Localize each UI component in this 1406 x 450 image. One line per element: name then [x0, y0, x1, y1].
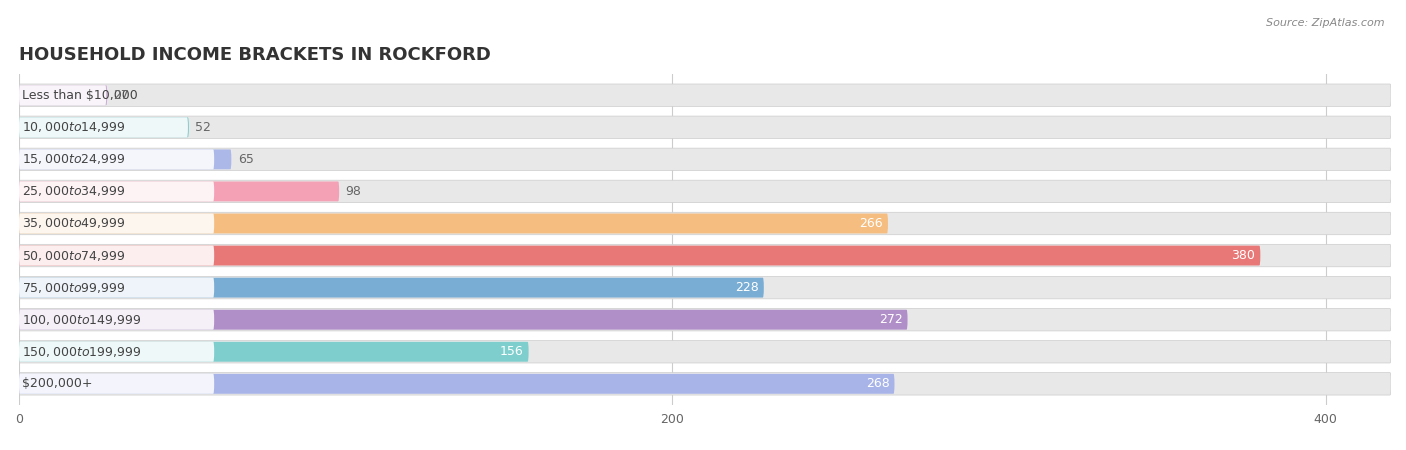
FancyBboxPatch shape [20, 308, 1391, 331]
Text: 268: 268 [866, 377, 890, 390]
FancyBboxPatch shape [20, 86, 107, 105]
Text: $35,000 to $49,999: $35,000 to $49,999 [22, 216, 127, 230]
FancyBboxPatch shape [20, 212, 1391, 235]
FancyBboxPatch shape [20, 214, 214, 234]
Text: $15,000 to $24,999: $15,000 to $24,999 [22, 153, 127, 166]
FancyBboxPatch shape [20, 374, 894, 394]
Text: 65: 65 [238, 153, 253, 166]
FancyBboxPatch shape [20, 117, 188, 137]
Text: 98: 98 [346, 185, 361, 198]
FancyBboxPatch shape [20, 86, 107, 105]
Text: 272: 272 [879, 313, 903, 326]
Text: $75,000 to $99,999: $75,000 to $99,999 [22, 281, 127, 295]
Text: 52: 52 [195, 121, 211, 134]
Text: $10,000 to $14,999: $10,000 to $14,999 [22, 120, 127, 134]
FancyBboxPatch shape [20, 374, 214, 394]
FancyBboxPatch shape [20, 244, 1391, 267]
FancyBboxPatch shape [20, 246, 1260, 266]
Text: 156: 156 [499, 345, 523, 358]
Text: 266: 266 [859, 217, 883, 230]
FancyBboxPatch shape [20, 214, 889, 234]
Text: $200,000+: $200,000+ [22, 377, 93, 390]
FancyBboxPatch shape [20, 310, 214, 330]
FancyBboxPatch shape [20, 148, 1391, 171]
Text: 380: 380 [1232, 249, 1256, 262]
Text: $25,000 to $34,999: $25,000 to $34,999 [22, 184, 127, 198]
FancyBboxPatch shape [20, 278, 763, 297]
Text: HOUSEHOLD INCOME BRACKETS IN ROCKFORD: HOUSEHOLD INCOME BRACKETS IN ROCKFORD [20, 46, 491, 64]
FancyBboxPatch shape [20, 180, 1391, 202]
FancyBboxPatch shape [20, 342, 529, 362]
FancyBboxPatch shape [20, 373, 1391, 395]
Text: $50,000 to $74,999: $50,000 to $74,999 [22, 248, 127, 262]
FancyBboxPatch shape [20, 117, 188, 137]
FancyBboxPatch shape [20, 342, 214, 362]
FancyBboxPatch shape [20, 84, 1391, 107]
FancyBboxPatch shape [20, 276, 1391, 299]
Text: $100,000 to $149,999: $100,000 to $149,999 [22, 313, 142, 327]
Text: Source: ZipAtlas.com: Source: ZipAtlas.com [1267, 18, 1385, 28]
FancyBboxPatch shape [20, 116, 1391, 139]
FancyBboxPatch shape [20, 278, 214, 297]
FancyBboxPatch shape [20, 181, 214, 201]
Text: $150,000 to $199,999: $150,000 to $199,999 [22, 345, 142, 359]
FancyBboxPatch shape [20, 246, 214, 266]
FancyBboxPatch shape [20, 149, 232, 169]
FancyBboxPatch shape [20, 181, 339, 201]
FancyBboxPatch shape [20, 341, 1391, 363]
Text: 27: 27 [114, 89, 129, 102]
Text: 228: 228 [735, 281, 759, 294]
FancyBboxPatch shape [20, 310, 907, 330]
Text: Less than $10,000: Less than $10,000 [22, 89, 138, 102]
FancyBboxPatch shape [20, 149, 214, 169]
